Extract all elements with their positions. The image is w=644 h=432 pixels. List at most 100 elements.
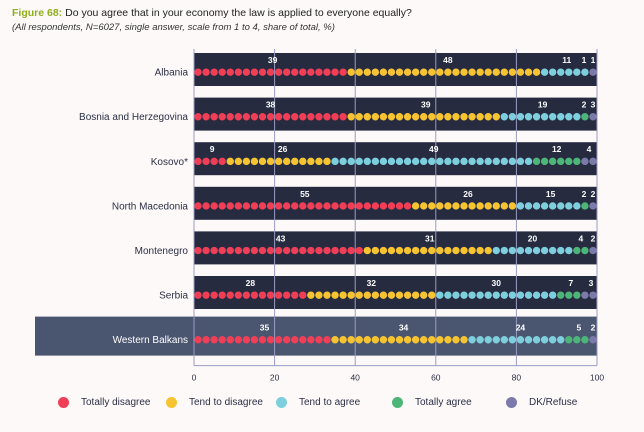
- dot-totally-disagree: [234, 68, 243, 76]
- data-label: 11: [562, 55, 571, 65]
- dot-tend-to-agree: [371, 157, 380, 166]
- category-label: Albania: [155, 68, 189, 79]
- dot-tend-to-disagree: [371, 246, 380, 255]
- dot-tend-to-disagree: [363, 246, 371, 255]
- dot-totally-agree: [557, 157, 565, 166]
- dot-tend-to-disagree: [403, 68, 412, 76]
- dot-tend-to-agree: [460, 291, 468, 299]
- dot-tend-to-disagree: [436, 246, 444, 255]
- dot-dk-refuse: [589, 113, 597, 121]
- legend-dot-icon: [276, 397, 287, 408]
- dot-totally-disagree: [218, 291, 226, 299]
- dot-totally-disagree: [258, 246, 267, 255]
- dot-tend-to-agree: [484, 157, 492, 166]
- dot-tend-to-disagree: [460, 246, 468, 255]
- dot-totally-disagree: [282, 202, 291, 210]
- dot-totally-disagree: [218, 246, 226, 255]
- dot-tend-to-agree: [436, 291, 444, 299]
- dot-tend-to-disagree: [411, 246, 420, 255]
- dot-totally-disagree: [387, 202, 396, 210]
- dot-totally-disagree: [299, 246, 307, 255]
- dot-totally-disagree: [234, 291, 243, 299]
- dot-totally-disagree: [363, 202, 371, 210]
- dot-totally-disagree: [202, 113, 210, 121]
- data-label: 55: [300, 189, 310, 199]
- dot-tend-to-agree: [492, 336, 500, 344]
- dot-totally-disagree: [202, 157, 210, 166]
- data-label: 39: [421, 100, 431, 110]
- dot-totally-disagree: [202, 291, 210, 299]
- data-label: 32: [367, 278, 377, 288]
- dot-tend-to-disagree: [468, 113, 476, 121]
- dot-tend-to-agree: [524, 336, 533, 344]
- figure-label: Figure 68:: [12, 7, 63, 19]
- dot-totally-disagree: [379, 202, 388, 210]
- dot-tend-to-agree: [411, 157, 420, 166]
- dot-tend-to-disagree: [315, 291, 323, 299]
- dot-totally-disagree: [250, 246, 259, 255]
- dot-tend-to-disagree: [403, 113, 412, 121]
- dot-totally-disagree: [234, 336, 243, 344]
- dot-dk-refuse: [589, 157, 597, 166]
- dot-dk-refuse: [589, 68, 597, 76]
- dot-tend-to-agree: [557, 336, 565, 344]
- dot-tend-to-agree: [476, 291, 484, 299]
- dot-tend-to-agree: [395, 157, 404, 166]
- dot-totally-disagree: [315, 336, 323, 344]
- dot-tend-to-disagree: [460, 113, 468, 121]
- x-tick-label: 60: [431, 373, 441, 383]
- dot-tend-to-agree: [387, 157, 396, 166]
- dot-tend-to-agree: [524, 157, 533, 166]
- dot-totally-disagree: [242, 336, 251, 344]
- dot-totally-disagree: [258, 336, 267, 344]
- dot-totally-agree: [573, 157, 581, 166]
- dot-totally-disagree: [331, 113, 339, 121]
- dot-tend-to-disagree: [476, 113, 484, 121]
- dot-totally-disagree: [274, 291, 283, 299]
- dot-totally-agree: [581, 246, 589, 255]
- dot-totally-disagree: [242, 202, 251, 210]
- dot-tend-to-agree: [548, 68, 557, 76]
- dot-tend-to-disagree: [492, 202, 500, 210]
- dot-tend-to-agree: [452, 157, 460, 166]
- dot-tend-to-disagree: [331, 291, 339, 299]
- data-label: 28: [246, 278, 256, 288]
- dot-totally-disagree: [266, 246, 275, 255]
- dot-totally-disagree: [266, 113, 275, 121]
- dot-tend-to-disagree: [444, 246, 452, 255]
- data-label: 7: [568, 278, 573, 288]
- dot-tend-to-disagree: [436, 68, 444, 76]
- dot-tend-to-disagree: [395, 68, 404, 76]
- data-label: 20: [528, 233, 538, 243]
- category-label: Bosnia and Herzegovina: [79, 112, 188, 123]
- dot-tend-to-agree: [444, 157, 452, 166]
- dot-tend-to-disagree: [452, 246, 460, 255]
- dot-tend-to-disagree: [379, 113, 388, 121]
- dot-totally-disagree: [210, 157, 218, 166]
- dot-tend-to-agree: [524, 246, 533, 255]
- dot-tend-to-disagree: [411, 291, 420, 299]
- dot-tend-to-agree: [573, 113, 581, 121]
- dot-tend-to-disagree: [452, 68, 460, 76]
- dot-tend-to-agree: [347, 157, 355, 166]
- dot-tend-to-agree: [532, 291, 541, 299]
- dot-tend-to-disagree: [274, 157, 283, 166]
- dot-dk-refuse: [581, 291, 589, 299]
- dot-tend-to-agree: [516, 246, 525, 255]
- dot-tend-to-agree: [500, 246, 509, 255]
- dot-tend-to-disagree: [436, 202, 444, 210]
- dot-totally-agree: [532, 157, 541, 166]
- dot-totally-disagree: [282, 68, 291, 76]
- dot-tend-to-agree: [540, 336, 549, 344]
- dot-totally-agree: [573, 246, 581, 255]
- dot-totally-disagree: [266, 336, 275, 344]
- data-label: 15: [546, 189, 556, 199]
- dot-dk-refuse: [581, 157, 589, 166]
- dot-totally-disagree: [194, 68, 202, 76]
- dot-tend-to-disagree: [363, 68, 371, 76]
- dot-tend-to-disagree: [492, 68, 500, 76]
- dot-tend-to-disagree: [347, 113, 355, 121]
- legend-dot-icon: [58, 397, 69, 408]
- data-label: 31: [425, 233, 435, 243]
- dot-tend-to-disagree: [403, 291, 412, 299]
